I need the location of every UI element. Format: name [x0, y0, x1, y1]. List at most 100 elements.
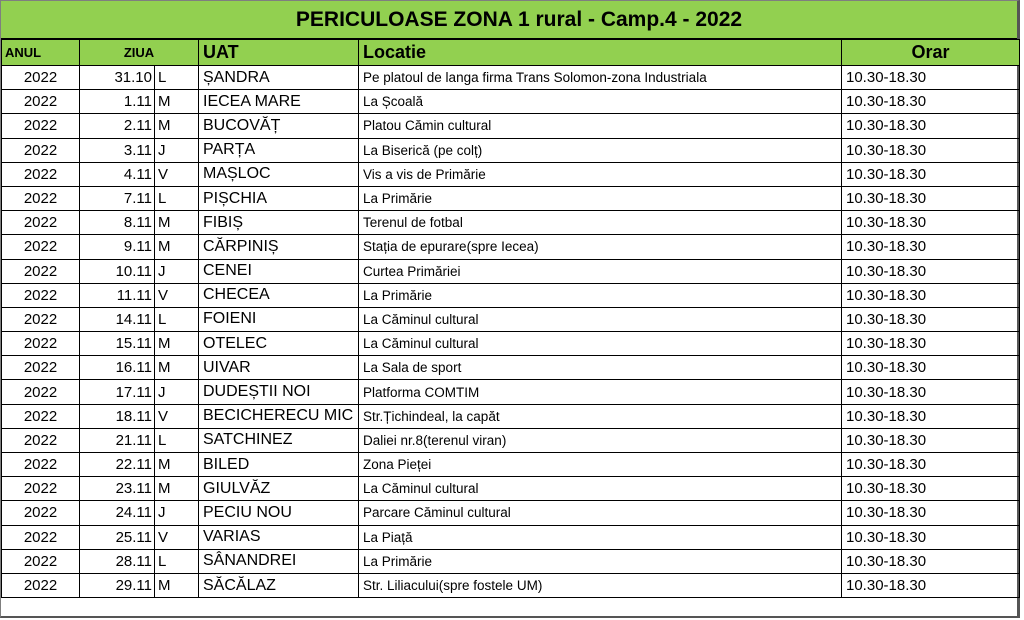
- header-uat[interactable]: UAT: [198, 39, 359, 66]
- uat-cell[interactable]: BILED: [198, 451, 359, 478]
- date-cell[interactable]: 7.11: [79, 185, 155, 212]
- location-cell[interactable]: La Primărie: [358, 282, 842, 308]
- weekday-cell[interactable]: V: [154, 403, 199, 429]
- location-cell[interactable]: La Primărie: [358, 548, 842, 574]
- hours-cell[interactable]: 10.30-18.30: [841, 306, 1020, 333]
- hours-cell[interactable]: 10.30-18.30: [841, 64, 1020, 91]
- hours-cell[interactable]: 10.30-18.30: [841, 137, 1020, 163]
- weekday-cell[interactable]: L: [154, 306, 199, 333]
- year-cell[interactable]: 2022: [1, 210, 80, 236]
- date-cell[interactable]: 23.11: [79, 476, 155, 502]
- year-cell[interactable]: 2022: [1, 89, 80, 115]
- uat-cell[interactable]: MAȘLOC: [198, 161, 359, 187]
- sheet-title[interactable]: PERICULOASE ZONA 1 rural - Camp.4 - 2022: [1, 1, 1017, 39]
- location-cell[interactable]: Platforma COMTIM: [358, 379, 842, 405]
- hours-cell[interactable]: 10.30-18.30: [841, 451, 1020, 478]
- hours-cell[interactable]: 10.30-18.30: [841, 379, 1020, 405]
- weekday-cell[interactable]: M: [154, 355, 199, 381]
- date-cell[interactable]: 29.11: [79, 572, 155, 599]
- year-cell[interactable]: 2022: [1, 282, 80, 308]
- weekday-cell[interactable]: M: [154, 476, 199, 502]
- year-cell[interactable]: 2022: [1, 137, 80, 163]
- hours-cell[interactable]: 10.30-18.30: [841, 234, 1020, 260]
- uat-cell[interactable]: PECIU NOU: [198, 500, 359, 526]
- uat-cell[interactable]: GIULVĂZ: [198, 476, 359, 502]
- header-ziua[interactable]: ZIUA: [79, 39, 199, 66]
- uat-cell[interactable]: UIVAR: [198, 355, 359, 381]
- location-cell[interactable]: La Căminul cultural: [358, 331, 842, 357]
- year-cell[interactable]: 2022: [1, 427, 80, 454]
- date-cell[interactable]: 10.11: [79, 258, 155, 284]
- weekday-cell[interactable]: J: [154, 379, 199, 405]
- date-cell[interactable]: 24.11: [79, 500, 155, 526]
- uat-cell[interactable]: PARȚA: [198, 137, 359, 163]
- hours-cell[interactable]: 10.30-18.30: [841, 89, 1020, 115]
- weekday-cell[interactable]: V: [154, 524, 199, 550]
- date-cell[interactable]: 25.11: [79, 524, 155, 550]
- weekday-cell[interactable]: L: [154, 427, 199, 454]
- uat-cell[interactable]: CENEI: [198, 258, 359, 284]
- header-orar[interactable]: Orar: [841, 39, 1020, 66]
- hours-cell[interactable]: 10.30-18.30: [841, 476, 1020, 502]
- location-cell[interactable]: La Piață: [358, 524, 842, 550]
- location-cell[interactable]: La Școală: [358, 89, 842, 115]
- uat-cell[interactable]: CHECEA: [198, 282, 359, 308]
- weekday-cell[interactable]: M: [154, 331, 199, 357]
- uat-cell[interactable]: SATCHINEZ: [198, 427, 359, 454]
- weekday-cell[interactable]: J: [154, 500, 199, 526]
- location-cell[interactable]: Pe platoul de langa firma Trans Solomon-…: [358, 64, 842, 91]
- weekday-cell[interactable]: V: [154, 282, 199, 308]
- location-cell[interactable]: Stația de epurare(spre Iecea): [358, 234, 842, 260]
- location-cell[interactable]: Daliei nr.8(terenul viran): [358, 427, 842, 454]
- date-cell[interactable]: 3.11: [79, 137, 155, 163]
- uat-cell[interactable]: PIȘCHIA: [198, 185, 359, 212]
- date-cell[interactable]: 15.11: [79, 331, 155, 357]
- location-cell[interactable]: La Căminul cultural: [358, 306, 842, 333]
- date-cell[interactable]: 11.11: [79, 282, 155, 308]
- year-cell[interactable]: 2022: [1, 451, 80, 478]
- year-cell[interactable]: 2022: [1, 572, 80, 599]
- date-cell[interactable]: 4.11: [79, 161, 155, 187]
- year-cell[interactable]: 2022: [1, 113, 80, 139]
- date-cell[interactable]: 21.11: [79, 427, 155, 454]
- weekday-cell[interactable]: L: [154, 185, 199, 212]
- hours-cell[interactable]: 10.30-18.30: [841, 161, 1020, 187]
- location-cell[interactable]: Vis a vis de Primărie: [358, 161, 842, 187]
- location-cell[interactable]: La Căminul cultural: [358, 476, 842, 502]
- uat-cell[interactable]: BUCOVĂȚ: [198, 113, 359, 139]
- date-cell[interactable]: 16.11: [79, 355, 155, 381]
- uat-cell[interactable]: IECEA MARE: [198, 89, 359, 115]
- date-cell[interactable]: 9.11: [79, 234, 155, 260]
- year-cell[interactable]: 2022: [1, 331, 80, 357]
- hours-cell[interactable]: 10.30-18.30: [841, 210, 1020, 236]
- weekday-cell[interactable]: M: [154, 234, 199, 260]
- weekday-cell[interactable]: J: [154, 258, 199, 284]
- date-cell[interactable]: 2.11: [79, 113, 155, 139]
- hours-cell[interactable]: 10.30-18.30: [841, 113, 1020, 139]
- location-cell[interactable]: Str.Țichindeal, la capăt: [358, 403, 842, 429]
- location-cell[interactable]: Parcare Căminul cultural: [358, 500, 842, 526]
- location-cell[interactable]: Terenul de fotbal: [358, 210, 842, 236]
- uat-cell[interactable]: FOIENI: [198, 306, 359, 333]
- uat-cell[interactable]: SÂNANDREI: [198, 548, 359, 574]
- year-cell[interactable]: 2022: [1, 403, 80, 429]
- weekday-cell[interactable]: L: [154, 64, 199, 91]
- weekday-cell[interactable]: L: [154, 548, 199, 574]
- date-cell[interactable]: 28.11: [79, 548, 155, 574]
- date-cell[interactable]: 31.10: [79, 64, 155, 91]
- hours-cell[interactable]: 10.30-18.30: [841, 282, 1020, 308]
- weekday-cell[interactable]: M: [154, 451, 199, 478]
- date-cell[interactable]: 22.11: [79, 451, 155, 478]
- hours-cell[interactable]: 10.30-18.30: [841, 572, 1020, 599]
- hours-cell[interactable]: 10.30-18.30: [841, 403, 1020, 429]
- year-cell[interactable]: 2022: [1, 258, 80, 284]
- location-cell[interactable]: La Primărie: [358, 185, 842, 212]
- year-cell[interactable]: 2022: [1, 64, 80, 91]
- location-cell[interactable]: Zona Pieței: [358, 451, 842, 478]
- uat-cell[interactable]: OTELEC: [198, 331, 359, 357]
- year-cell[interactable]: 2022: [1, 548, 80, 574]
- weekday-cell[interactable]: M: [154, 210, 199, 236]
- year-cell[interactable]: 2022: [1, 161, 80, 187]
- year-cell[interactable]: 2022: [1, 355, 80, 381]
- date-cell[interactable]: 1.11: [79, 89, 155, 115]
